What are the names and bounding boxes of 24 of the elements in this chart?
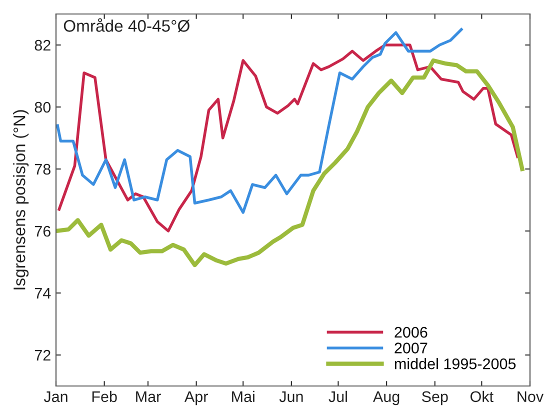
- x-tick-label: Aug: [372, 391, 400, 406]
- line-series: [58, 44, 519, 232]
- y-tick-label: 76: [34, 226, 50, 237]
- x-tick-label: Okt: [470, 390, 494, 402]
- y-tick-label: 72: [34, 350, 50, 361]
- legend-label: 2006: [394, 326, 428, 338]
- x-tick-label: Mai: [232, 390, 254, 402]
- x-tick-label: Nov: [518, 391, 544, 402]
- y-tick-label: 74: [34, 288, 51, 299]
- y-tick-label: 78: [34, 164, 50, 175]
- line-series: [56, 58, 524, 268]
- legend-label: 2007: [394, 342, 428, 354]
- y-tick-label: 80: [34, 102, 51, 113]
- y-tick-label: 82: [34, 40, 50, 51]
- y-axis-title: Isgrensens posisjon (°N): [13, 110, 29, 290]
- legend-label: middel 1995-2005: [394, 358, 516, 370]
- x-tick-label: Sep: [422, 391, 448, 406]
- x-tick-label: Mar: [136, 391, 161, 402]
- x-tick-label: Apr: [184, 391, 208, 406]
- x-tick-label: Feb: [92, 390, 117, 402]
- x-tick-label: Jul: [328, 390, 347, 402]
- x-tick-label: Jun: [279, 391, 303, 402]
- chart-title: Område 40-45°Ø: [64, 18, 190, 32]
- x-tick-label: Jan: [44, 391, 68, 402]
